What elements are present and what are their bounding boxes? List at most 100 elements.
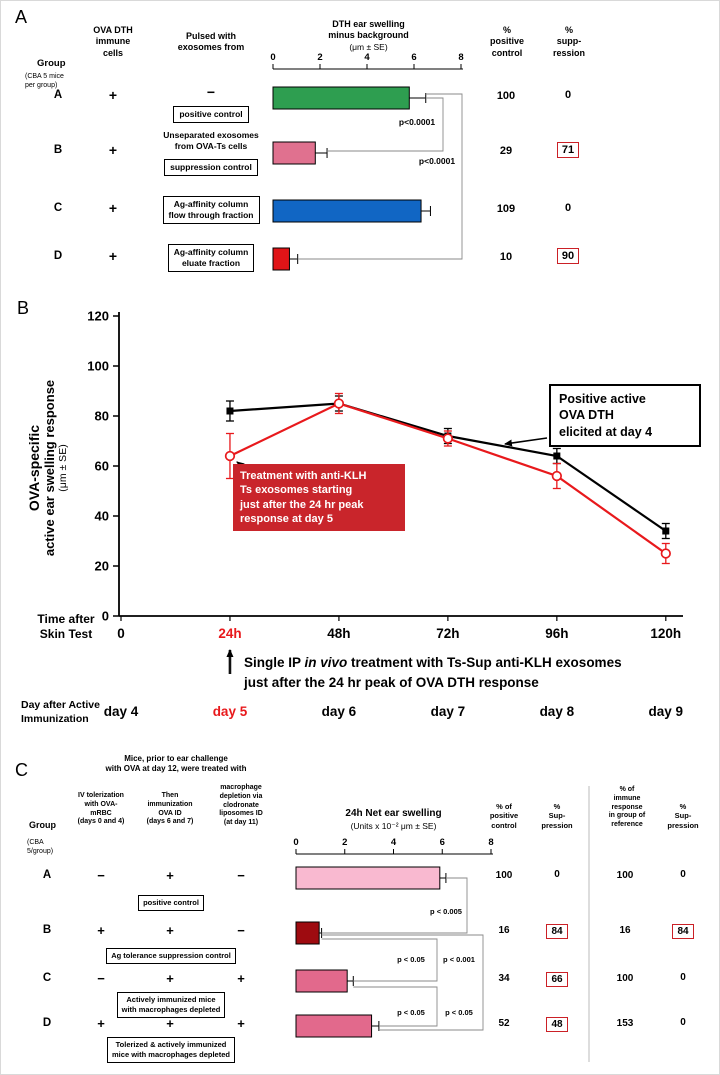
panel-c-label: C [15,760,28,780]
y-tick-label: 100 [87,359,109,374]
header-percent-suppression: % Sup- pression [541,802,573,830]
group-label: A [42,869,52,881]
header-tolerization: IV tolerization with OVA- mRBC (days 0 a… [77,792,125,826]
annotation-positive-dth: Positive active OVA DTH elicited at day … [549,384,701,447]
x-tick-label: 4 [391,837,397,848]
x-axis-title: Time after Skin Test [37,612,95,641]
y-axis-title-units: (μm ± SE) [57,444,69,492]
day-label: day 9 [649,704,684,719]
percent-immune-value: 153 [616,1018,634,1029]
x-tick-label: 120h [650,626,681,641]
exosome-sign: − [206,84,216,100]
y-tick-label: 20 [95,559,109,574]
immune-cells-sign: + [108,87,118,103]
x-tick-label: 96h [545,626,568,641]
percent-suppression-value: 71 [556,142,580,158]
bar-group-c [295,969,348,993]
percent-positive-value: 10 [499,251,513,263]
x-tick-label: 4 [364,52,370,63]
percent-suppression2-cell: 0 [657,972,709,983]
y-axis-title: OVA-specific active ear swelling respons… [26,318,70,618]
percent-suppression-cell: 0 [532,869,582,880]
x-tick-label: 6 [440,837,445,848]
row-label-boxed: positive control [138,895,204,911]
y-tick-label: 0 [102,609,109,624]
row-label-boxed: positive control [173,106,249,124]
percent-suppression-value: 0 [564,202,572,214]
panel-b-label: B [17,298,30,318]
p-value-label: p < 0.05 [397,955,425,964]
day-label: day 4 [104,704,139,719]
panel-b: B 0 20 40 60 80 100 120 0 24h 48h 72h 96h 120h day 4 d… [1,296,719,746]
row-label-boxed: Ag-affinity column eluate fraction [167,244,255,273]
data-point-circle [551,470,562,482]
row-label-boxed: Actively immunized mice with macrophages… [116,992,226,1018]
dth-bar-chart-c: 0 2 4 6 8 p < 0.005 p < 0.05 p < 0.001 p < 0.05 p… [293,786,590,1062]
significance-bracket [297,93,463,260]
percent-suppression-value: 90 [556,248,580,264]
header-net-ear-swelling-units: (Units x 10⁻² μm ± SE) [350,821,437,831]
panel-c: C Mice, prior to ear challenge with OVA … [1,746,719,1074]
percent-suppression2-cell: 84 [657,924,709,939]
header-immunization: Then immunization OVA ID (days 6 and 7) [146,792,194,826]
data-point-circle [333,398,345,409]
data-point-circle [442,433,454,444]
row-label-boxed: Ag-affinity column flow through fraction [162,196,260,225]
immune-cells-sign: + [108,248,118,264]
x-tick-label: 48h [327,626,350,641]
significance-bracket [321,938,438,982]
row-label-boxed: Tolerized & actively immunized mice with… [107,1037,235,1063]
tolerization-sign: − [97,868,105,883]
p-value-label: p < 0.05 [445,1008,473,1017]
percent-suppression-cell: 66 [532,972,582,987]
header-percent-suppression: % supp- ression [552,25,585,58]
bar-group-d [295,1014,373,1038]
panel-a: A OVA DTH immune cells Pulsed with exoso… [1,1,719,296]
treatment-note-pre: Single IP [244,655,305,670]
treatment-note-italic: in vivo [304,655,348,670]
percent-suppression-cell: 71 [541,142,595,158]
x-tick-label: 6 [411,52,416,63]
depletion-sign: − [237,923,245,938]
percent-suppression-cell: 84 [532,924,582,939]
percent-positive-value: 29 [499,145,513,157]
percent-suppression-cell: 0 [541,202,595,214]
immune-cells-sign: + [108,200,118,216]
row-label-boxed: suppression control [164,159,258,177]
row-label-boxed: Ag tolerance suppression control [106,948,236,964]
dth-bar-chart-a: 0 2 4 6 8 p<0.0001 p<0.0001 [270,52,464,271]
y-tick-label: 80 [95,409,109,424]
x-tick-label: 72h [436,626,459,641]
treatment-note-post: treatment with Ts-Sup anti-KLH exosomes … [244,655,622,690]
day-label: day 6 [322,704,357,719]
header-top-note: Mice, prior to ear challenge with OVA at… [105,754,247,773]
percent-suppression-value: 48 [546,1017,568,1032]
header-ear-swelling-units: (μm ± SE) [349,42,388,52]
percent-immune-value: 100 [616,973,634,984]
tolerization-sign: − [97,971,105,986]
percent-suppression-cell: 90 [541,248,595,264]
row-label: positive control [151,104,271,124]
treatment-note: Single IP in vivo treatment with Ts-Sup … [244,653,706,692]
row-label: positive control [79,892,263,911]
bar-group-a [295,866,441,890]
data-point-square [553,452,561,460]
header-macrophage-depletion: macrophage depletion via clodronate lipo… [219,784,263,826]
tolerization-sign: + [97,1016,105,1031]
bar-group-b [295,921,320,945]
y-axis-title-line2: active ear swelling response [42,379,57,557]
significance-bracket [321,934,484,1031]
immunization-sign: + [166,923,174,938]
data-point-circle [224,450,236,462]
y-tick-label: 60 [95,459,109,474]
significance-bracket [327,97,444,152]
depletion-sign: + [237,1016,245,1031]
annotation-positive-dth-text: Positive active OVA DTH elicited at day … [559,392,653,439]
header-percent-suppression-2: % Sup- pression [667,802,699,830]
x-tick-label: 0 [270,52,275,63]
immunization-sign: + [166,868,174,883]
group-label: D [42,1017,52,1029]
percent-suppression2-cell: 0 [657,869,709,880]
row-label: suppression control [151,157,271,177]
group-label: A [53,89,63,101]
